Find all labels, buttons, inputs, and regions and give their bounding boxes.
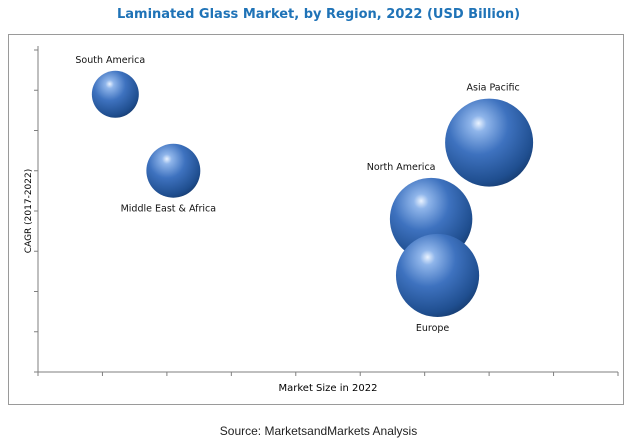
bubble-europe bbox=[395, 233, 480, 317]
bubble-labels: South America Middle East & Africa North A… bbox=[75, 55, 519, 334]
bubble-label: South America bbox=[75, 55, 145, 66]
bubble-label: Asia Pacific bbox=[467, 83, 520, 94]
source-note: Source: MarketsandMarkets Analysis bbox=[219, 424, 418, 438]
bubble-middle-east-africa bbox=[146, 143, 201, 198]
chart-title: Laminated Glass Market, by Region, 2022 … bbox=[116, 7, 521, 22]
bubble-south-america bbox=[91, 70, 139, 118]
axes bbox=[34, 46, 619, 376]
bubbles bbox=[91, 70, 534, 317]
x-axis-label: Market Size in 2022 bbox=[278, 383, 377, 394]
bubble-label: North America bbox=[367, 162, 436, 173]
bubble-label: Middle East & Africa bbox=[121, 204, 216, 215]
chart-frame bbox=[8, 34, 624, 405]
bubble-label: Europe bbox=[416, 323, 450, 334]
y-axis-label: CAGR (2017-2022) bbox=[24, 169, 34, 253]
bubble-asia-pacific bbox=[445, 98, 534, 187]
